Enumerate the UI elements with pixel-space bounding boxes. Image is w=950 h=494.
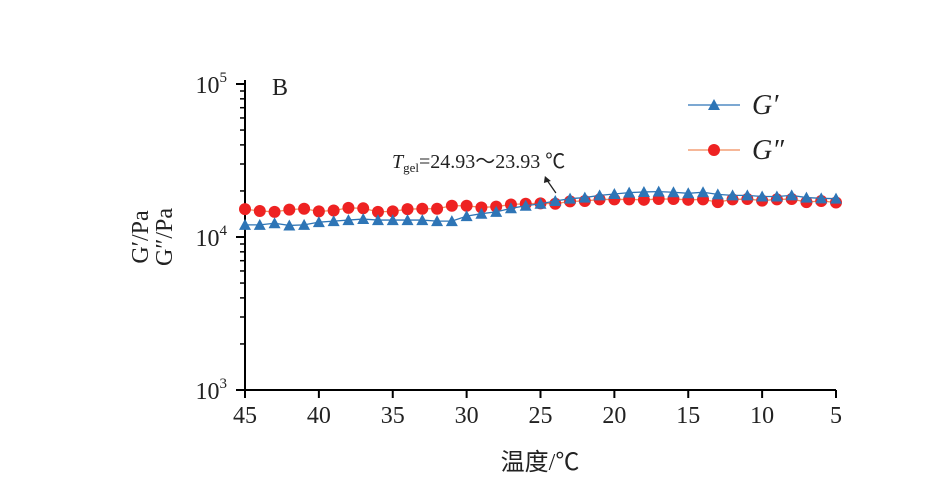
- data-point: [371, 214, 384, 226]
- data-point: [327, 204, 340, 217]
- y-axis-label: G′/PaG″/Pa: [128, 208, 178, 266]
- data-point: [283, 219, 296, 231]
- data-point: [519, 199, 532, 211]
- data-point: [327, 215, 340, 227]
- data-point: [268, 205, 281, 218]
- data-point: [770, 190, 783, 202]
- data-point: [815, 192, 828, 204]
- data-point: [357, 202, 370, 215]
- y-axis-label-line2: G″/Pa: [152, 208, 178, 266]
- data-point: [830, 192, 842, 204]
- data-point: [416, 202, 429, 215]
- data-point: [445, 199, 458, 212]
- x-tick-label: 30: [455, 403, 479, 429]
- legend-marker: [708, 144, 720, 156]
- panel-label: B: [272, 75, 288, 101]
- data-point: [342, 214, 355, 226]
- x-tick-label: 20: [602, 403, 626, 429]
- data-point: [756, 190, 769, 202]
- x-tick-label: 5: [830, 403, 842, 429]
- data-point: [386, 205, 399, 218]
- data-point: [785, 189, 798, 201]
- data-point: [253, 204, 266, 217]
- data-point: [239, 203, 251, 216]
- y-tick-label: 105: [196, 70, 228, 99]
- data-point: [312, 216, 325, 228]
- data-point: [564, 192, 577, 204]
- y-tick-label: 104: [196, 223, 228, 252]
- data-point: [800, 191, 813, 203]
- x-axis-label: 温度/℃: [501, 449, 580, 476]
- x-tick-label: 45: [233, 403, 257, 429]
- data-point: [312, 205, 325, 218]
- data-point: [637, 185, 650, 197]
- legend-label: G″: [752, 135, 784, 166]
- data-point: [357, 213, 370, 225]
- legend-marker: [708, 99, 720, 110]
- annotation-arrow: [546, 179, 557, 194]
- data-point: [283, 203, 296, 216]
- data-point: [268, 217, 281, 229]
- data-point: [253, 218, 266, 230]
- data-point: [475, 207, 488, 219]
- data-point: [667, 186, 680, 198]
- x-tick-label: 40: [307, 403, 331, 429]
- data-point: [534, 197, 547, 209]
- data-point: [460, 199, 473, 212]
- data-point: [431, 215, 444, 227]
- data-point: [401, 203, 414, 216]
- data-point: [298, 202, 311, 215]
- data-point: [490, 205, 503, 217]
- data-point: [239, 218, 251, 230]
- data-point: [460, 210, 473, 222]
- data-point: [711, 188, 724, 200]
- data-point: [652, 185, 665, 197]
- data-point: [549, 194, 562, 206]
- data-point: [682, 187, 695, 199]
- x-tick-label: 15: [676, 403, 700, 429]
- data-point: [342, 201, 355, 214]
- data-point: [504, 202, 517, 214]
- data-point: [593, 189, 606, 201]
- x-tick-label: 25: [529, 403, 553, 429]
- x-tick-label: 10: [750, 403, 774, 429]
- data-point: [431, 202, 444, 215]
- y-axis-label-line1: G′/Pa: [128, 210, 154, 264]
- data-point: [298, 218, 311, 230]
- annotation: Tgel=24.93～23.93 ℃: [392, 151, 565, 175]
- data-point: [401, 214, 414, 226]
- data-point: [475, 201, 488, 214]
- x-tick-label: 35: [381, 403, 405, 429]
- data-point: [697, 186, 710, 198]
- annotation-arrowhead: [543, 176, 551, 183]
- data-point: [608, 188, 621, 200]
- data-point: [726, 189, 739, 201]
- data-point: [416, 214, 429, 226]
- data-point: [445, 215, 458, 227]
- data-point: [741, 189, 754, 201]
- y-tick-label: 103: [196, 376, 228, 405]
- data-point: [578, 191, 591, 203]
- data-point: [371, 205, 384, 218]
- data-point: [623, 186, 636, 198]
- legend-label: G′: [752, 90, 779, 121]
- data-point: [386, 214, 399, 226]
